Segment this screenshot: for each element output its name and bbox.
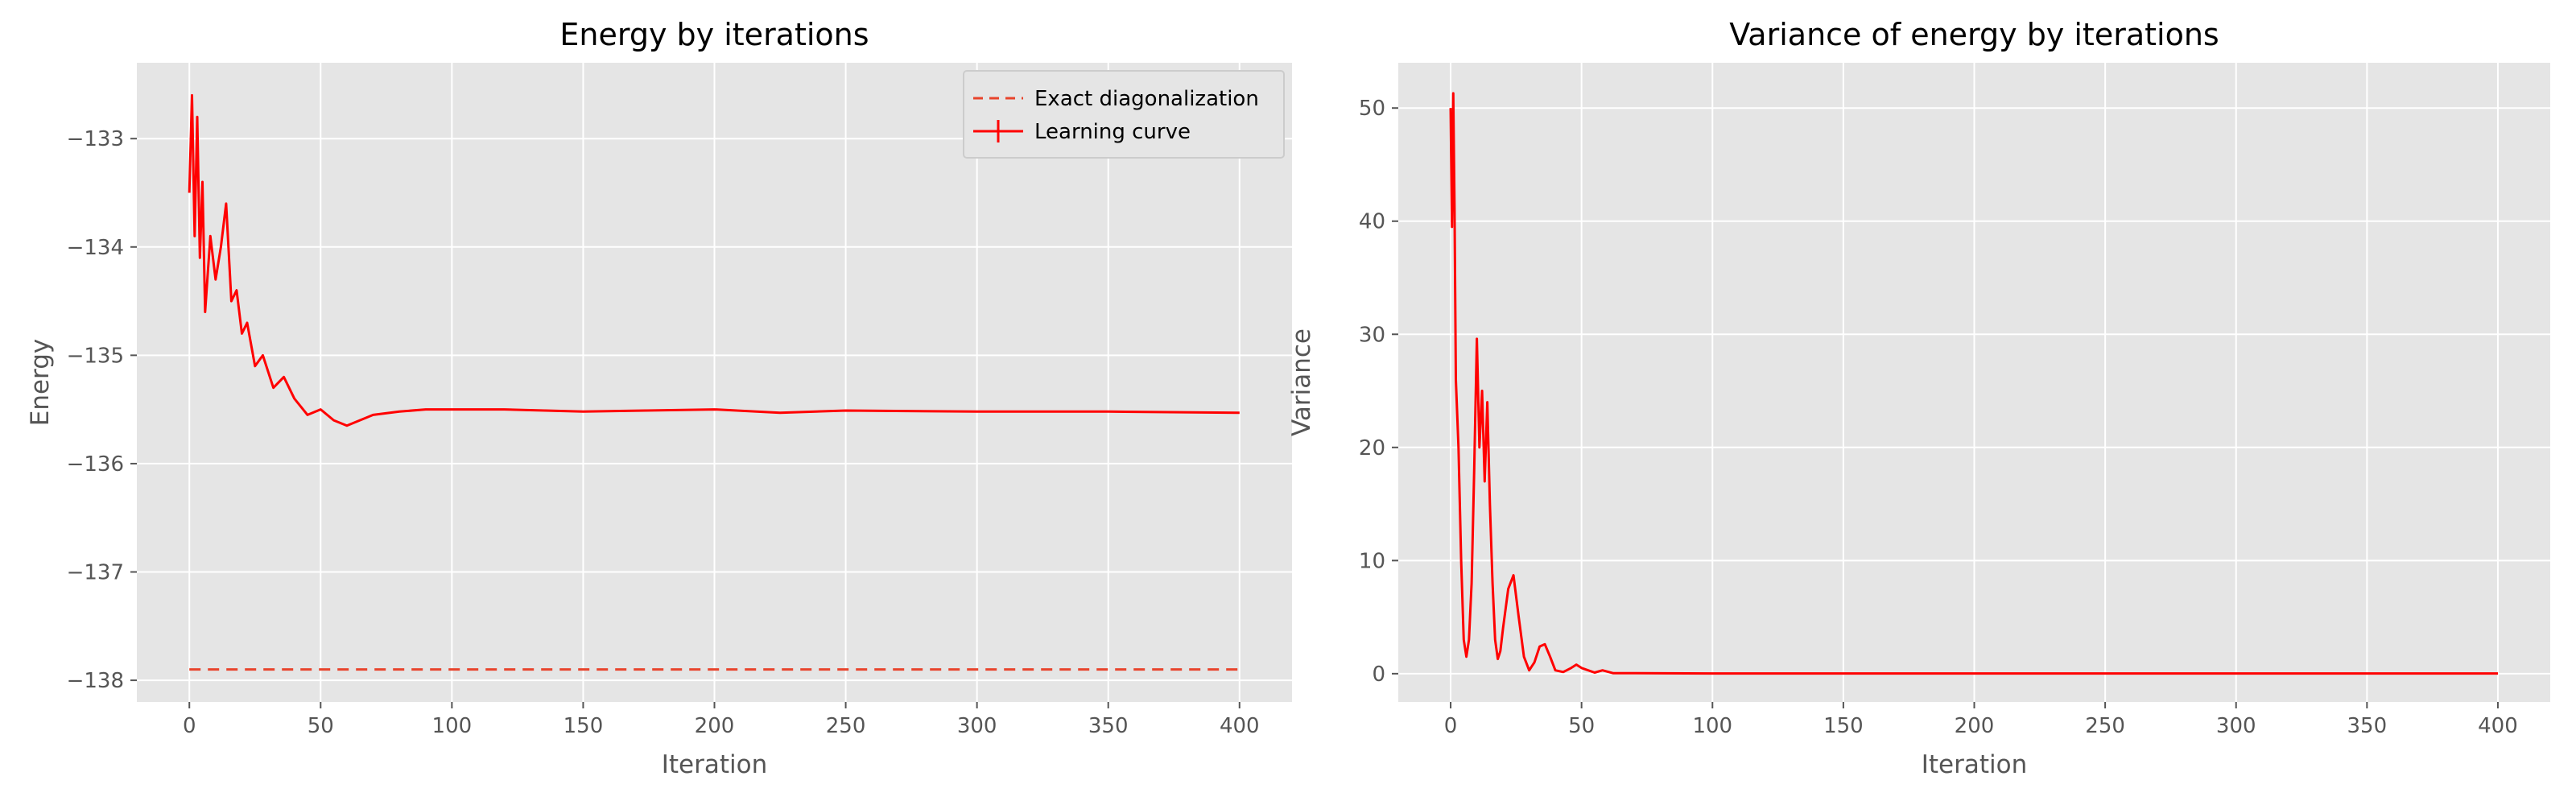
x-tick-label: 50 bbox=[1568, 714, 1595, 738]
y-tick-label: 50 bbox=[1359, 97, 1385, 121]
legend-label: Exact diagonalization bbox=[1034, 87, 1259, 111]
x-tick-label: 100 bbox=[1692, 714, 1732, 738]
x-tick-label: 50 bbox=[308, 714, 334, 738]
x-tick-label: 0 bbox=[183, 714, 196, 738]
y-tick-label: −138 bbox=[67, 669, 124, 693]
y-tick-label: −133 bbox=[67, 127, 124, 151]
y-axis-label: Energy bbox=[26, 339, 55, 427]
y-tick-label: 0 bbox=[1372, 663, 1385, 687]
y-axis-label: Variance bbox=[1287, 328, 1316, 436]
x-tick-label: 200 bbox=[1955, 714, 1995, 738]
y-tick-label: 30 bbox=[1359, 323, 1385, 347]
x-tick-label: 400 bbox=[2478, 714, 2518, 738]
x-tick-label: 350 bbox=[1088, 714, 1129, 738]
legend-box bbox=[963, 70, 1285, 159]
x-tick-label: 250 bbox=[2085, 714, 2125, 738]
y-tick-label: −135 bbox=[67, 344, 124, 368]
variance-line bbox=[1449, 92, 2498, 675]
y-tick-label: −136 bbox=[67, 452, 124, 477]
x-tick-label: 200 bbox=[695, 714, 735, 738]
learning-curve-line bbox=[188, 93, 1240, 427]
y-tick-label: 10 bbox=[1359, 549, 1385, 573]
x-axis-label: Iteration bbox=[1922, 750, 2028, 779]
chart-title: Variance of energy by iterations bbox=[1729, 17, 2219, 52]
x-tick-label: 150 bbox=[564, 714, 604, 738]
x-tick-label: 250 bbox=[826, 714, 866, 738]
x-tick-label: 300 bbox=[957, 714, 997, 738]
x-tick-label: 150 bbox=[1823, 714, 1864, 738]
x-tick-label: 300 bbox=[2216, 714, 2256, 738]
x-tick-label: 100 bbox=[432, 714, 473, 738]
y-tick-label: 40 bbox=[1359, 210, 1385, 234]
x-tick-label: 350 bbox=[2347, 714, 2388, 738]
energy-chart: 0 50 100 150 200 250 300 350 400 −138 −137 −136 −135… bbox=[26, 17, 1292, 779]
legend: Exact diagonalization Learning curve bbox=[963, 70, 1285, 159]
y-tick-label: −137 bbox=[67, 561, 124, 585]
x-tick-label: 0 bbox=[1444, 714, 1458, 738]
chart-title: Energy by iterations bbox=[559, 17, 869, 52]
x-axis-label: Iteration bbox=[662, 750, 768, 779]
x-tick-label: 400 bbox=[1220, 714, 1260, 738]
y-tick-label: −134 bbox=[67, 236, 124, 260]
variance-chart: 0 50 100 150 200 250 300 350 400 0 10 20 30 40 50 Varia… bbox=[1287, 17, 2550, 779]
legend-label: Learning curve bbox=[1034, 120, 1191, 144]
y-tick-label: 20 bbox=[1359, 436, 1385, 460]
